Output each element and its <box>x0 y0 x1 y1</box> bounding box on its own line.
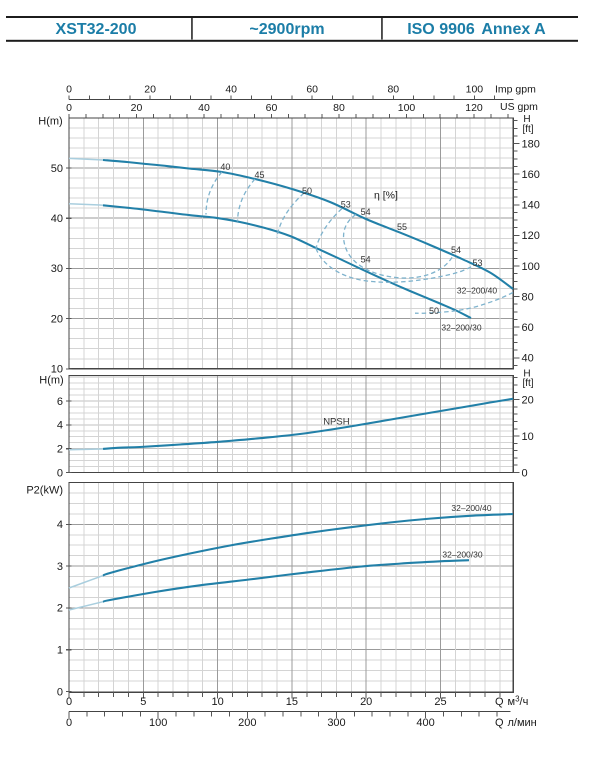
svg-text:~2900rpm: ~2900rpm <box>249 21 324 38</box>
svg-text:20: 20 <box>131 102 143 114</box>
svg-text:H(m): H(m) <box>39 374 63 386</box>
svg-text:53: 53 <box>341 199 351 209</box>
svg-text:32–200/40: 32–200/40 <box>451 503 491 513</box>
svg-text:80: 80 <box>522 291 534 303</box>
svg-text:ISO 9906: ISO 9906 <box>407 21 475 38</box>
svg-text:2: 2 <box>57 444 63 456</box>
svg-text:0: 0 <box>66 84 72 96</box>
svg-text:η [%]: η [%] <box>374 189 398 201</box>
svg-text:Q: Q <box>495 717 504 729</box>
svg-text:32–200/30: 32–200/30 <box>442 550 482 560</box>
svg-text:50: 50 <box>302 186 312 196</box>
svg-text:10: 10 <box>51 364 63 376</box>
svg-text:4: 4 <box>57 420 63 432</box>
svg-text:80: 80 <box>333 102 345 114</box>
svg-text:100: 100 <box>149 717 167 729</box>
svg-text:20: 20 <box>522 394 534 406</box>
svg-text:15: 15 <box>286 696 298 708</box>
svg-text:120: 120 <box>465 102 483 114</box>
svg-text:100: 100 <box>522 261 540 273</box>
svg-text:53: 53 <box>472 258 482 268</box>
svg-text:54: 54 <box>361 255 371 265</box>
svg-text:32–200/30: 32–200/30 <box>441 323 481 333</box>
svg-text:50: 50 <box>51 163 63 175</box>
svg-text:Annex A: Annex A <box>481 21 546 38</box>
svg-text:40: 40 <box>225 84 237 96</box>
svg-text:2: 2 <box>57 603 63 615</box>
svg-text:10: 10 <box>211 696 223 708</box>
svg-text:Imp gpm: Imp gpm <box>495 84 536 96</box>
svg-text:H(m): H(m) <box>38 115 62 127</box>
svg-text:50: 50 <box>429 306 439 316</box>
svg-text:4: 4 <box>57 519 63 531</box>
svg-text:60: 60 <box>522 322 534 334</box>
svg-text:[ft]: [ft] <box>522 378 533 389</box>
svg-text:20: 20 <box>360 696 372 708</box>
svg-text:20: 20 <box>144 84 156 96</box>
svg-text:1: 1 <box>57 645 63 657</box>
svg-text:л/мин: л/мин <box>508 717 537 729</box>
svg-text:0: 0 <box>57 686 63 698</box>
svg-text:м3/ч: м3/ч <box>508 695 529 709</box>
svg-text:P2(kW): P2(kW) <box>26 485 63 497</box>
svg-text:40: 40 <box>522 353 534 365</box>
svg-text:US gpm: US gpm <box>500 101 538 113</box>
svg-text:Q: Q <box>495 696 504 708</box>
svg-text:200: 200 <box>238 717 256 729</box>
svg-text:60: 60 <box>266 102 278 114</box>
svg-text:0: 0 <box>57 467 63 479</box>
svg-text:140: 140 <box>522 200 540 212</box>
svg-text:54: 54 <box>361 207 371 217</box>
svg-text:3: 3 <box>57 561 63 573</box>
svg-text:XST32-200: XST32-200 <box>56 21 137 38</box>
svg-text:20: 20 <box>51 313 63 325</box>
svg-text:60: 60 <box>306 84 318 96</box>
svg-text:5: 5 <box>140 696 146 708</box>
svg-text:H: H <box>523 369 530 380</box>
svg-text:100: 100 <box>466 84 484 96</box>
svg-text:54: 54 <box>451 245 461 255</box>
svg-text:80: 80 <box>387 84 399 96</box>
svg-text:0: 0 <box>522 467 528 479</box>
svg-text:0: 0 <box>66 717 72 729</box>
svg-text:NPSH: NPSH <box>323 416 350 427</box>
svg-text:40: 40 <box>51 213 63 225</box>
svg-text:6: 6 <box>57 396 63 408</box>
svg-text:10: 10 <box>522 431 534 443</box>
svg-text:0: 0 <box>66 696 72 708</box>
svg-text:100: 100 <box>398 102 416 114</box>
svg-text:55: 55 <box>397 222 407 232</box>
svg-text:40: 40 <box>220 162 230 172</box>
svg-text:H: H <box>523 114 530 125</box>
svg-text:400: 400 <box>416 717 434 729</box>
svg-text:32–200/40: 32–200/40 <box>457 286 497 296</box>
svg-text:0: 0 <box>66 102 72 114</box>
svg-text:25: 25 <box>434 696 446 708</box>
svg-text:30: 30 <box>51 263 63 275</box>
svg-text:120: 120 <box>522 230 540 242</box>
svg-text:300: 300 <box>327 717 345 729</box>
svg-text:40: 40 <box>198 102 210 114</box>
svg-text:160: 160 <box>522 169 540 181</box>
svg-text:180: 180 <box>522 138 540 150</box>
svg-text:[ft]: [ft] <box>522 124 533 135</box>
svg-text:45: 45 <box>254 170 264 180</box>
